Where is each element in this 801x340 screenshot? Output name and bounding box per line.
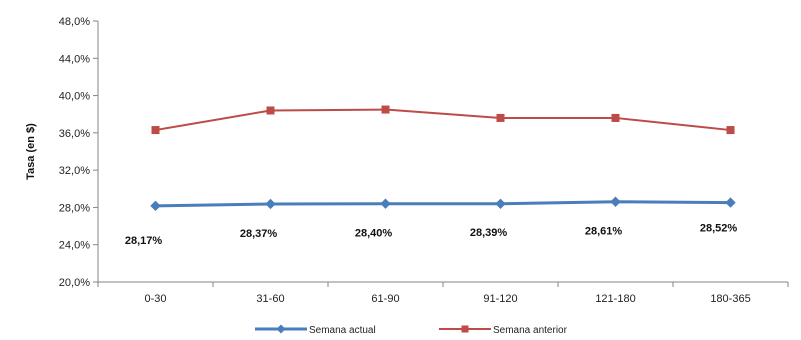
x-tick-label: 0-30: [144, 293, 166, 305]
y-tick-label: 44,0%: [59, 53, 90, 65]
data-point-diamond: [380, 198, 391, 209]
data-point-square: [611, 113, 620, 122]
data-label: 28,17%: [125, 235, 163, 247]
data-point-diamond: [495, 198, 506, 210]
data-point-square: [151, 126, 160, 135]
data-label: 28,39%: [470, 227, 508, 239]
data-label: 28,40%: [355, 228, 393, 240]
y-axis: 20,0% 24,0% 28,0% 32,0% 36,0% 40,0% 44,0% 48,0%: [59, 16, 99, 289]
data-label: 28,37%: [240, 228, 278, 240]
y-tick-label: 32,0%: [59, 165, 90, 177]
y-tick-label: 36,0%: [59, 128, 90, 140]
data-point-square: [726, 126, 735, 135]
x-tick-label: 61-90: [371, 293, 399, 305]
data-point-diamond: [150, 200, 161, 212]
data-point-square: [266, 106, 275, 115]
data-point-diamond: [265, 198, 276, 210]
legend-marker-diamond: [276, 324, 286, 334]
legend-label: Semana anterior: [493, 325, 568, 336]
data-point-diamond: [610, 196, 621, 207]
data-label: 28,61%: [585, 226, 623, 238]
x-axis: 0-30 31-60 61-90 91-120 121-180 180-365: [97, 281, 789, 305]
data-labels-layer: 28,17% 28,37% 28,40% 28,39% 28,61% 28,52%: [125, 223, 738, 247]
legend-label: Semana actual: [309, 325, 376, 336]
y-tick-label: 28,0%: [59, 202, 90, 214]
series-semana-anterior: [151, 105, 735, 135]
y-tick-label: 20,0%: [59, 277, 90, 289]
legend-marker-square: [461, 325, 469, 333]
y-tick-label: 24,0%: [59, 240, 90, 252]
x-tick-label: 121-180: [595, 293, 635, 305]
data-point-square: [381, 105, 390, 114]
series-layer: [150, 105, 736, 212]
legend: Semana actual Semana anterior: [255, 324, 568, 336]
data-label: 28,52%: [700, 223, 738, 235]
series-line: [155, 108, 731, 132]
data-point-diamond: [725, 197, 736, 208]
x-tick-label: 180-365: [710, 293, 750, 305]
series-line: [155, 200, 731, 208]
y-axis-title: Tasa (en $): [25, 123, 37, 180]
x-tick-label: 91-120: [483, 293, 517, 305]
y-tick-label: 48,0%: [59, 16, 90, 28]
data-point-square: [496, 113, 505, 122]
y-tick-label: 40,0%: [59, 91, 90, 103]
x-tick-label: 31-60: [256, 293, 284, 305]
legend-item-semana-actual: Semana actual: [255, 324, 376, 336]
series-semana-actual: [150, 196, 736, 212]
legend-item-semana-anterior: Semana anterior: [439, 325, 568, 336]
